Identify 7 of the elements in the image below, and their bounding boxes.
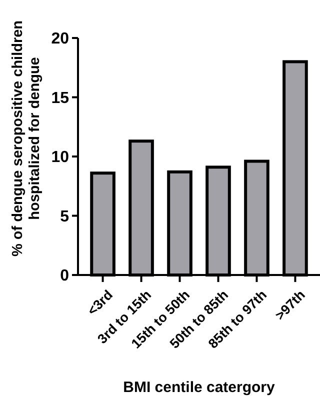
y-tick-label: 0 xyxy=(60,268,70,285)
y-tick-label: 5 xyxy=(60,208,70,226)
y-tick-label: 20 xyxy=(51,30,70,48)
x-axis-title: BMI centile catergory xyxy=(123,379,276,396)
y-tick-label: 15 xyxy=(51,90,70,107)
y-axis-title: % of dengue seropositive children hospitalized for dengue xyxy=(10,20,43,257)
y-tick-label: 10 xyxy=(51,149,70,166)
